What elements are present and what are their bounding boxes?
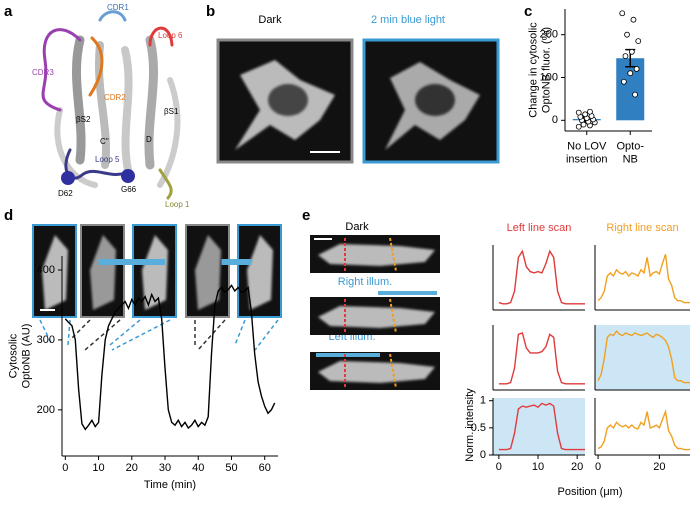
- y-tick-label: 200: [540, 29, 558, 41]
- x-tick-label: Opto-NB: [616, 141, 644, 166]
- structure-label: Loop 5: [95, 155, 120, 164]
- y-tick-label: 1: [480, 395, 486, 407]
- y-tick-label: 0.5: [471, 422, 486, 434]
- atom-sphere: [121, 169, 135, 183]
- data-point: [580, 121, 587, 128]
- atom-sphere: [61, 171, 75, 185]
- bar: [616, 58, 645, 121]
- y-axis-label: Change in cytosolicOptoNB fluor. (%): [528, 22, 553, 118]
- structure-label: D62: [58, 189, 73, 198]
- x-axis-label: Time (min): [144, 479, 196, 491]
- x-tick-label: 20: [653, 461, 665, 473]
- structure-label: βS1: [164, 107, 179, 116]
- data-line: [498, 249, 585, 305]
- y-tick-label: 300: [37, 334, 55, 346]
- x-tick-label: 60: [259, 462, 271, 474]
- micrograph-scans: [310, 235, 440, 390]
- structure-label: G66: [121, 185, 137, 194]
- panel-label: d: [4, 207, 13, 224]
- x-tick-label: 20: [571, 461, 583, 473]
- x-tick-label: No LOV insertion: [566, 141, 608, 166]
- panel-label: e: [302, 207, 310, 224]
- y-tick-label: 0: [552, 114, 558, 126]
- image-label: Dark: [345, 221, 369, 233]
- micrograph: [362, 38, 500, 164]
- x-tick-label: 0: [62, 462, 68, 474]
- x-tick-label: 20: [126, 462, 138, 474]
- illumination-span: [98, 259, 166, 265]
- data-point: [627, 70, 634, 77]
- micrograph: [216, 38, 354, 164]
- image-label: 2 min blue light: [371, 14, 445, 26]
- y-axis-label: Norm. intensity: [464, 388, 476, 462]
- data-point: [587, 108, 593, 115]
- data-point: [582, 111, 589, 118]
- x-tick-label: 40: [192, 462, 204, 474]
- chart-title: Right line scan: [606, 222, 678, 234]
- x-tick-label: 0: [496, 461, 502, 473]
- illumination-shade: [493, 398, 585, 455]
- illumination-shade: [595, 325, 690, 390]
- data-line: [498, 332, 585, 385]
- y-tick-label: 100: [540, 71, 558, 83]
- image-label: Dark: [258, 14, 282, 26]
- x-tick-label: 10: [532, 461, 544, 473]
- data-line: [597, 408, 690, 451]
- data-point: [632, 91, 638, 98]
- illumination-span: [221, 259, 252, 265]
- structure-label: C'': [100, 137, 109, 146]
- data-point: [619, 10, 626, 17]
- panel-label: b: [206, 3, 215, 20]
- data-point: [628, 48, 635, 55]
- data-point: [624, 31, 630, 38]
- data-line: [498, 402, 585, 451]
- structure-label: CDR3: [32, 68, 54, 77]
- chart-title: Left line scan: [507, 222, 572, 234]
- panel-label: c: [524, 3, 532, 20]
- y-tick-label: 200: [37, 404, 55, 416]
- x-tick-label: 10: [92, 462, 104, 474]
- data-point: [575, 109, 582, 116]
- panel-label: a: [4, 3, 13, 20]
- structure-label: Loop 1: [165, 200, 190, 209]
- y-tick-label: 400: [37, 264, 55, 276]
- data-point: [575, 123, 582, 130]
- structure-label: Loop 6: [158, 31, 183, 40]
- structure-label: CDR1: [107, 3, 129, 12]
- data-point: [622, 53, 629, 59]
- structure-label: βS2: [76, 115, 91, 124]
- structure-label: CDR2: [104, 93, 126, 102]
- protein-structure: [41, 10, 181, 200]
- data-line: [597, 330, 690, 384]
- data-point: [630, 16, 637, 23]
- data-line: [64, 284, 276, 431]
- structure-label: D: [146, 135, 152, 144]
- micrograph-strip: [32, 224, 282, 351]
- data-line: [597, 254, 690, 304]
- image-label: Right illum.: [338, 276, 392, 288]
- data-point: [635, 38, 642, 45]
- y-axis-label: CytosolicOptoNB (AU): [8, 324, 33, 389]
- x-tick-label: 0: [595, 461, 601, 473]
- x-tick-label: 50: [225, 462, 237, 474]
- data-point: [620, 78, 627, 85]
- data-point: [633, 66, 640, 72]
- x-tick-label: 30: [159, 462, 171, 474]
- x-axis-label: Position (μm): [557, 486, 622, 498]
- y-tick-label: 0: [480, 449, 486, 461]
